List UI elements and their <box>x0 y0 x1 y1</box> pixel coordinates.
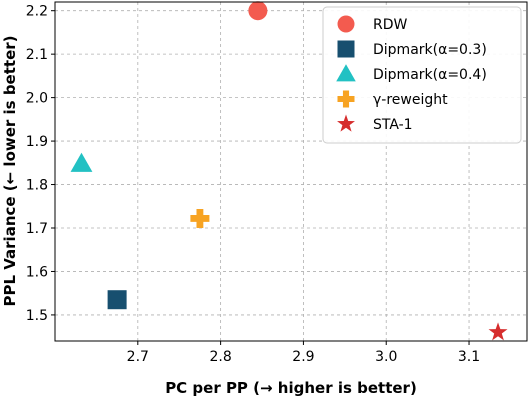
x-tick-label: 2.7 <box>127 349 149 365</box>
axis-ticks: 2.7 2.8 2.9 3.0 3.1 1.5 1.6 1.7 1.8 1.9 2.0 2.1 2.2 <box>26 4 480 365</box>
point-dipmark-0-4 <box>70 152 93 172</box>
legend-label: Dipmark(α=0.4) <box>373 67 487 83</box>
y-tick-label: 1.8 <box>26 178 48 194</box>
plot-frame <box>54 1 528 342</box>
x-tick-label: 3.0 <box>375 349 397 365</box>
legend-marker <box>337 15 355 33</box>
y-tick-label: 2.1 <box>26 47 48 63</box>
y-axis-title: PPL Variance (← lower is better) <box>1 35 19 306</box>
legend-marker <box>337 114 355 132</box>
y-tick-label: 2.2 <box>26 4 48 20</box>
point-dipmark-0-3 <box>107 290 127 310</box>
legend: RDW Dipmark(α=0.3) Dipmark(α=0.4) γ-reweigh… <box>322 6 522 144</box>
data-points <box>70 1 508 341</box>
y-tick-label: 1.7 <box>26 221 48 237</box>
grid-lines <box>55 2 527 341</box>
legend-label: γ-reweight <box>373 92 448 108</box>
legend-frame <box>322 6 522 144</box>
legend-label: RDW <box>373 17 408 33</box>
legend-label: Dipmark(α=0.3) <box>373 42 487 58</box>
y-tick-label: 1.6 <box>26 264 48 280</box>
point-reweight <box>190 208 210 228</box>
point-rdw <box>248 1 268 21</box>
legend-marker <box>336 64 356 82</box>
y-tick-label: 1.5 <box>26 308 48 324</box>
point-sta-1 <box>488 322 508 341</box>
legend-label: STA-1 <box>373 117 413 133</box>
x-tick-label: 3.1 <box>458 349 480 365</box>
x-tick-label: 2.8 <box>209 349 231 365</box>
y-tick-label: 2.0 <box>26 91 48 107</box>
x-axis-title: PC per PP (→ higher is better) <box>165 379 417 397</box>
x-tick-label: 2.9 <box>292 349 314 365</box>
y-tick-label: 1.9 <box>26 134 48 150</box>
legend-marker <box>337 90 355 108</box>
legend-marker <box>337 40 355 58</box>
